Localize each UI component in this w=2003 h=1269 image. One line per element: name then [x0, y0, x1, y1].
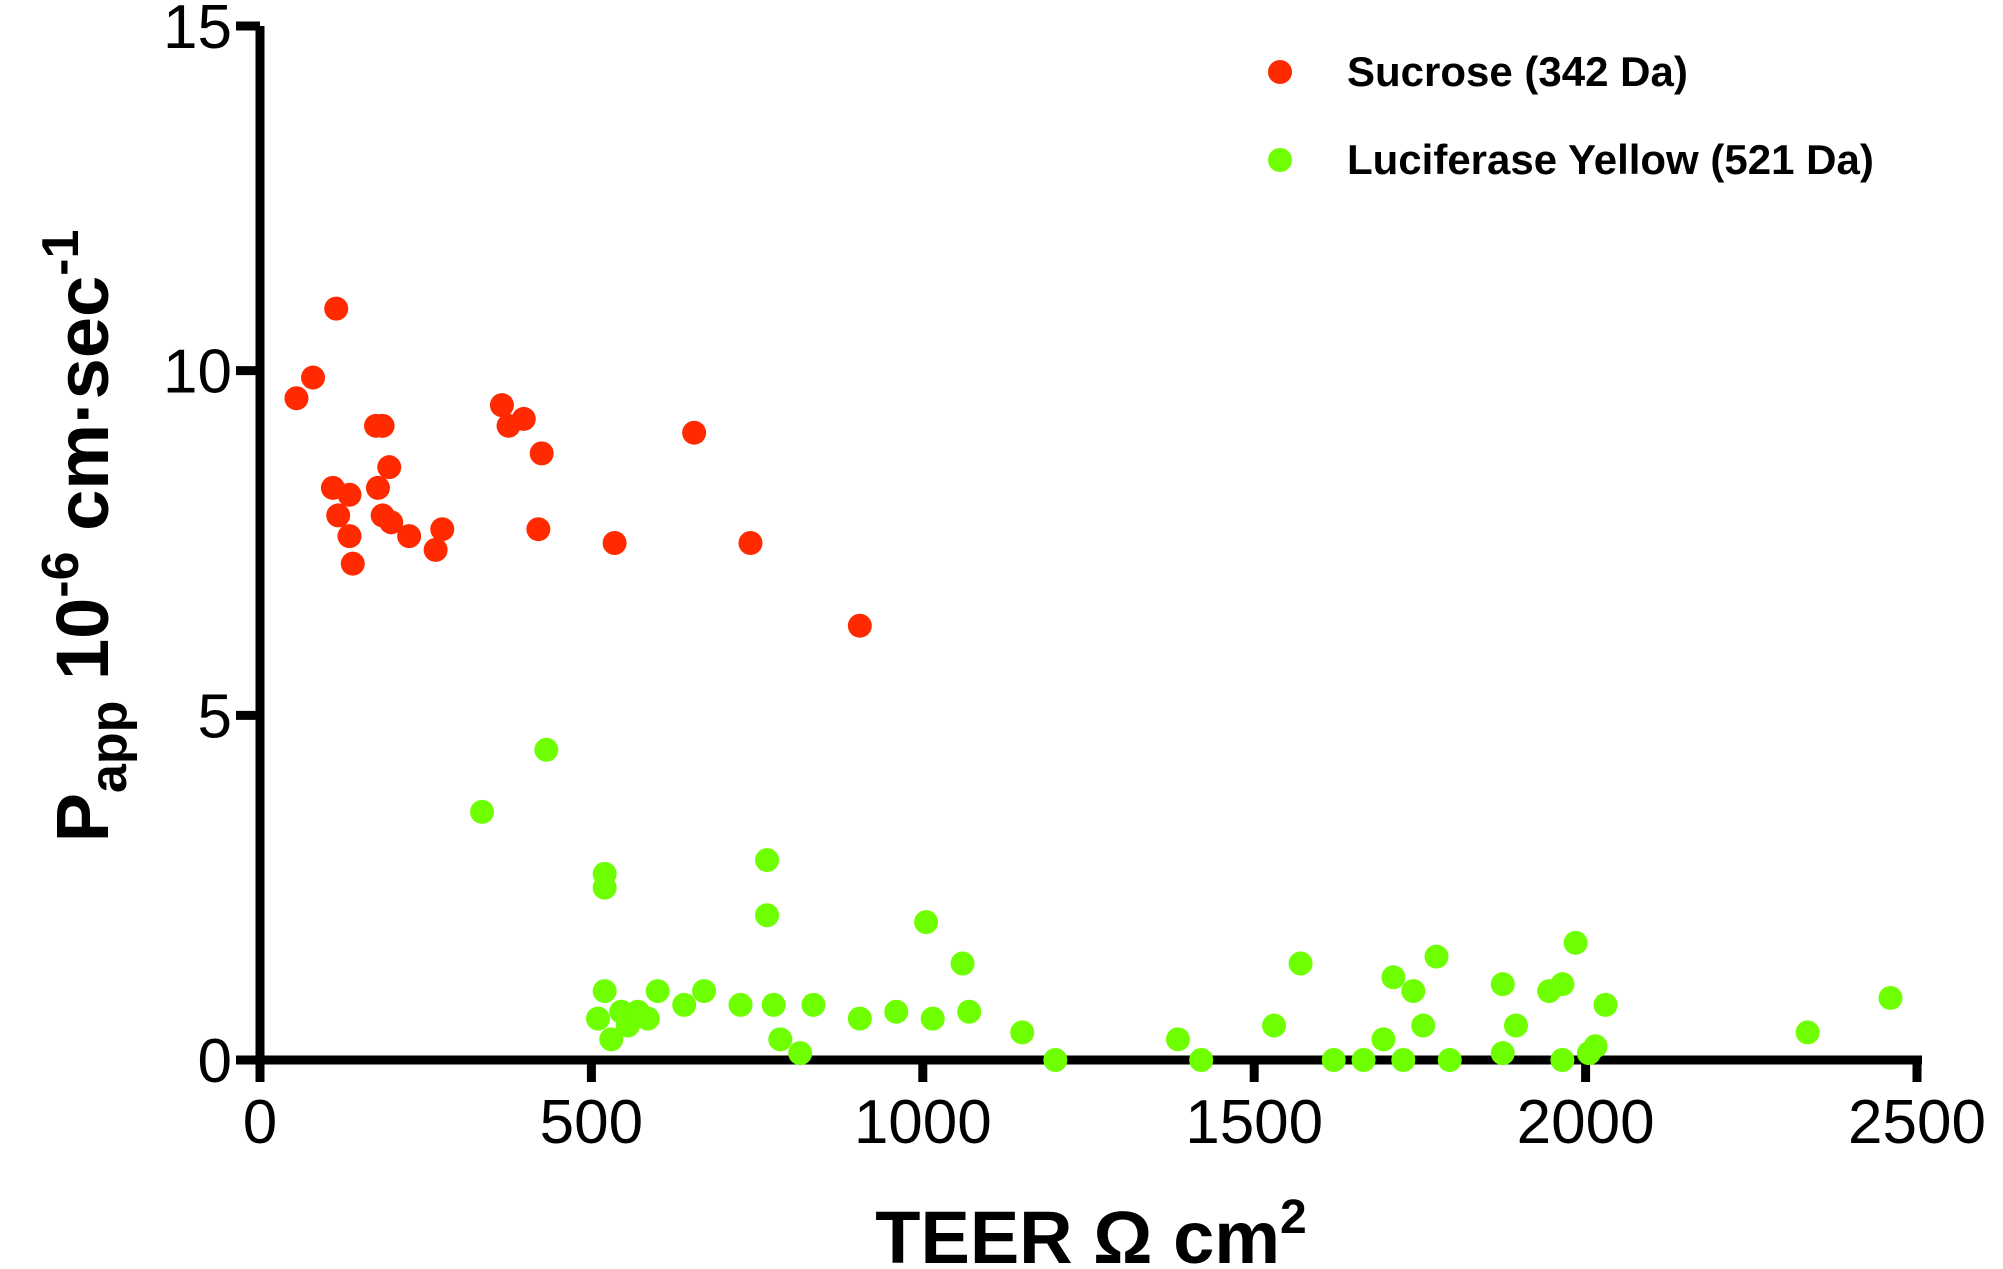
data-point-luciferase-yellow	[914, 910, 939, 935]
y-axis-title: Papp 10-6 cm·sec-1	[32, 230, 138, 843]
data-point-luciferase-yellow	[1593, 992, 1618, 1017]
x-tick-label: 1000	[854, 1088, 992, 1157]
data-point-luciferase-yellow	[592, 979, 617, 1004]
data-point-luciferase-yellow	[1490, 1041, 1515, 1066]
x-tick-label: 2500	[1848, 1088, 1986, 1157]
data-point-luciferase-yellow	[1504, 1013, 1529, 1038]
data-point-sucrose	[397, 524, 422, 549]
y-tick-label: 0	[198, 1027, 232, 1096]
data-point-sucrose	[284, 386, 309, 411]
data-point-luciferase-yellow	[957, 999, 982, 1024]
data-point-luciferase-yellow	[1288, 951, 1313, 976]
data-point-sucrose	[738, 531, 763, 555]
data-point-sucrose	[526, 517, 551, 542]
data-point-luciferase-yellow	[1371, 1027, 1396, 1052]
data-point-luciferase-yellow	[788, 1041, 813, 1066]
data-point-sucrose	[301, 365, 326, 390]
legend-label-sucrose: Sucrose (342 Da)	[1347, 48, 1688, 95]
x-axis-title: TEER Ω cm2	[875, 1191, 1306, 1269]
data-point-luciferase-yellow	[847, 1006, 872, 1031]
data-point-sucrose	[489, 393, 514, 418]
data-point-luciferase-yellow	[755, 848, 780, 873]
data-point-luciferase-yellow	[592, 875, 617, 900]
data-points-group	[284, 296, 1903, 1072]
legend-marker-sucrose	[1268, 60, 1292, 84]
data-point-sucrose	[365, 475, 390, 500]
data-point-sucrose	[326, 503, 351, 528]
data-point-sucrose	[430, 517, 455, 542]
data-point-luciferase-yellow	[768, 1027, 793, 1052]
data-point-sucrose	[602, 531, 627, 555]
ticks-group: 0 500 1000 1500 2000 2500 0 5 10 15	[163, 0, 1986, 1157]
data-point-luciferase-yellow	[1189, 1048, 1214, 1072]
data-point-luciferase-yellow	[1043, 1048, 1068, 1072]
data-point-sucrose	[379, 510, 404, 535]
x-axis-title-text: TEER Ω cm	[875, 1196, 1280, 1269]
data-point-luciferase-yellow	[1583, 1034, 1608, 1059]
data-point-sucrose	[377, 455, 402, 480]
data-point-luciferase-yellow	[755, 903, 780, 928]
data-point-luciferase-yellow	[920, 1006, 945, 1031]
y-axis-title-unit-superscript: -1	[32, 230, 90, 276]
data-point-luciferase-yellow	[728, 992, 753, 1017]
data-point-luciferase-yellow	[801, 992, 826, 1017]
y-tick-label: 15	[163, 0, 232, 62]
data-point-luciferase-yellow	[1401, 979, 1426, 1004]
data-point-luciferase-yellow	[884, 999, 909, 1024]
data-point-luciferase-yellow	[470, 799, 495, 824]
data-point-luciferase-yellow	[599, 1027, 624, 1052]
y-axis-title-subscript: app	[80, 701, 138, 793]
axes-group	[255, 26, 1922, 1065]
data-point-luciferase-yellow	[1010, 1020, 1035, 1045]
data-point-luciferase-yellow	[1878, 985, 1903, 1010]
data-point-sucrose	[847, 613, 872, 638]
x-tick-label: 0	[243, 1088, 277, 1157]
data-point-sucrose	[337, 524, 362, 549]
data-point-luciferase-yellow	[1550, 1048, 1575, 1072]
legend-marker-luciferase-yellow	[1268, 148, 1292, 172]
data-point-luciferase-yellow	[1381, 965, 1406, 990]
x-tick-label: 1500	[1185, 1088, 1323, 1157]
data-point-luciferase-yellow	[1165, 1027, 1190, 1052]
data-point-luciferase-yellow	[645, 979, 670, 1004]
data-point-sucrose	[324, 296, 349, 321]
data-point-luciferase-yellow	[1262, 1013, 1287, 1038]
legend: Sucrose (342 Da) Luciferase Yellow (521 …	[1268, 48, 1874, 183]
data-point-sucrose	[370, 413, 395, 438]
data-point-luciferase-yellow	[692, 979, 717, 1004]
data-point-luciferase-yellow	[1550, 972, 1575, 997]
data-point-luciferase-yellow	[1437, 1048, 1462, 1072]
data-point-sucrose	[423, 537, 448, 562]
x-axis-title-superscript: 2	[1280, 1191, 1307, 1244]
x-tick-label: 2000	[1517, 1088, 1655, 1157]
data-point-luciferase-yellow	[1351, 1048, 1376, 1072]
data-point-luciferase-yellow	[1563, 930, 1588, 955]
data-point-sucrose	[340, 551, 365, 576]
y-tick-label: 5	[198, 682, 232, 751]
data-point-luciferase-yellow	[1391, 1048, 1416, 1072]
data-point-sucrose	[337, 482, 362, 507]
data-point-luciferase-yellow	[672, 992, 697, 1017]
data-point-luciferase-yellow	[950, 951, 975, 976]
data-point-luciferase-yellow	[1424, 944, 1449, 969]
y-axis-title-mid: 10	[41, 598, 124, 701]
y-axis-title-mid-superscript: -6	[32, 551, 90, 597]
data-point-luciferase-yellow	[586, 1006, 611, 1031]
data-point-luciferase-yellow	[1321, 1048, 1346, 1072]
x-tick-label: 500	[540, 1088, 643, 1157]
data-point-luciferase-yellow	[1795, 1020, 1820, 1045]
y-tick-label: 10	[163, 338, 232, 407]
data-point-luciferase-yellow	[635, 1006, 660, 1031]
data-point-sucrose	[682, 420, 707, 445]
data-point-luciferase-yellow	[1411, 1013, 1436, 1038]
legend-label-luciferase-yellow: Luciferase Yellow (521 Da)	[1347, 136, 1874, 183]
y-axis-title-base: P	[41, 793, 124, 842]
data-point-sucrose	[529, 441, 554, 466]
y-axis-title-unit: cm·sec	[41, 276, 124, 552]
data-point-sucrose	[511, 406, 536, 431]
data-point-luciferase-yellow	[1490, 972, 1515, 997]
data-point-luciferase-yellow	[761, 992, 786, 1017]
data-point-luciferase-yellow	[534, 737, 559, 762]
